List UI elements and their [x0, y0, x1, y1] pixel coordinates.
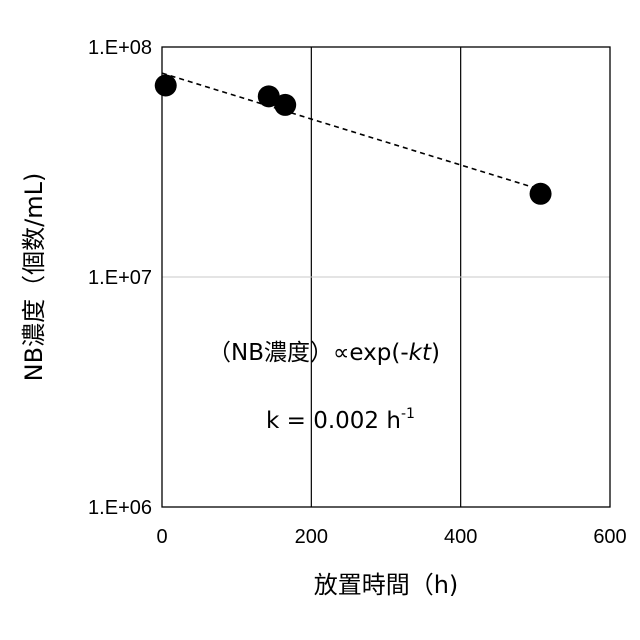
equation-close: ) [431, 340, 440, 366]
x-tick-label: 400 [444, 526, 477, 548]
equation-proportional: ∝exp(- [333, 340, 409, 366]
equation-name: NB濃度 [231, 340, 310, 366]
x-tick-label: 200 [295, 526, 328, 548]
data-point [257, 85, 280, 108]
equation-annotation: （NB濃度）∝exp(-kt) [208, 340, 440, 366]
equation-close-paren: ） [310, 340, 333, 366]
y-tick-label: 1.E+06 [88, 497, 152, 519]
y-axis-label: NB濃度（個数/mL) [20, 173, 48, 382]
x-tick-label: 0 [156, 526, 167, 548]
equation-t: t [422, 340, 432, 366]
y-tick-labels: 1.E+06 1.E+07 1.E+08 [88, 37, 152, 519]
x-tick-labels: 0 200 400 600 [156, 526, 626, 548]
y-tick-label: 1.E+07 [88, 267, 152, 289]
data-point [154, 74, 177, 97]
plot-frame [161, 46, 611, 508]
equation-k: k [409, 340, 424, 366]
rate-superscript: -1 [401, 406, 415, 422]
x-axis-label: 放置時間（h) [314, 571, 459, 599]
equation-open-paren: （ [208, 340, 231, 366]
x-tick-label: 600 [593, 526, 626, 548]
trend-line [161, 72, 541, 191]
rate-annotation: k = 0.002 h-1 [266, 406, 415, 434]
data-point [274, 93, 297, 116]
data-point [529, 182, 552, 205]
rate-text: k = 0.002 h [266, 408, 401, 434]
grid [162, 47, 610, 507]
data-points [154, 74, 552, 205]
y-tick-label: 1.E+08 [88, 37, 152, 59]
